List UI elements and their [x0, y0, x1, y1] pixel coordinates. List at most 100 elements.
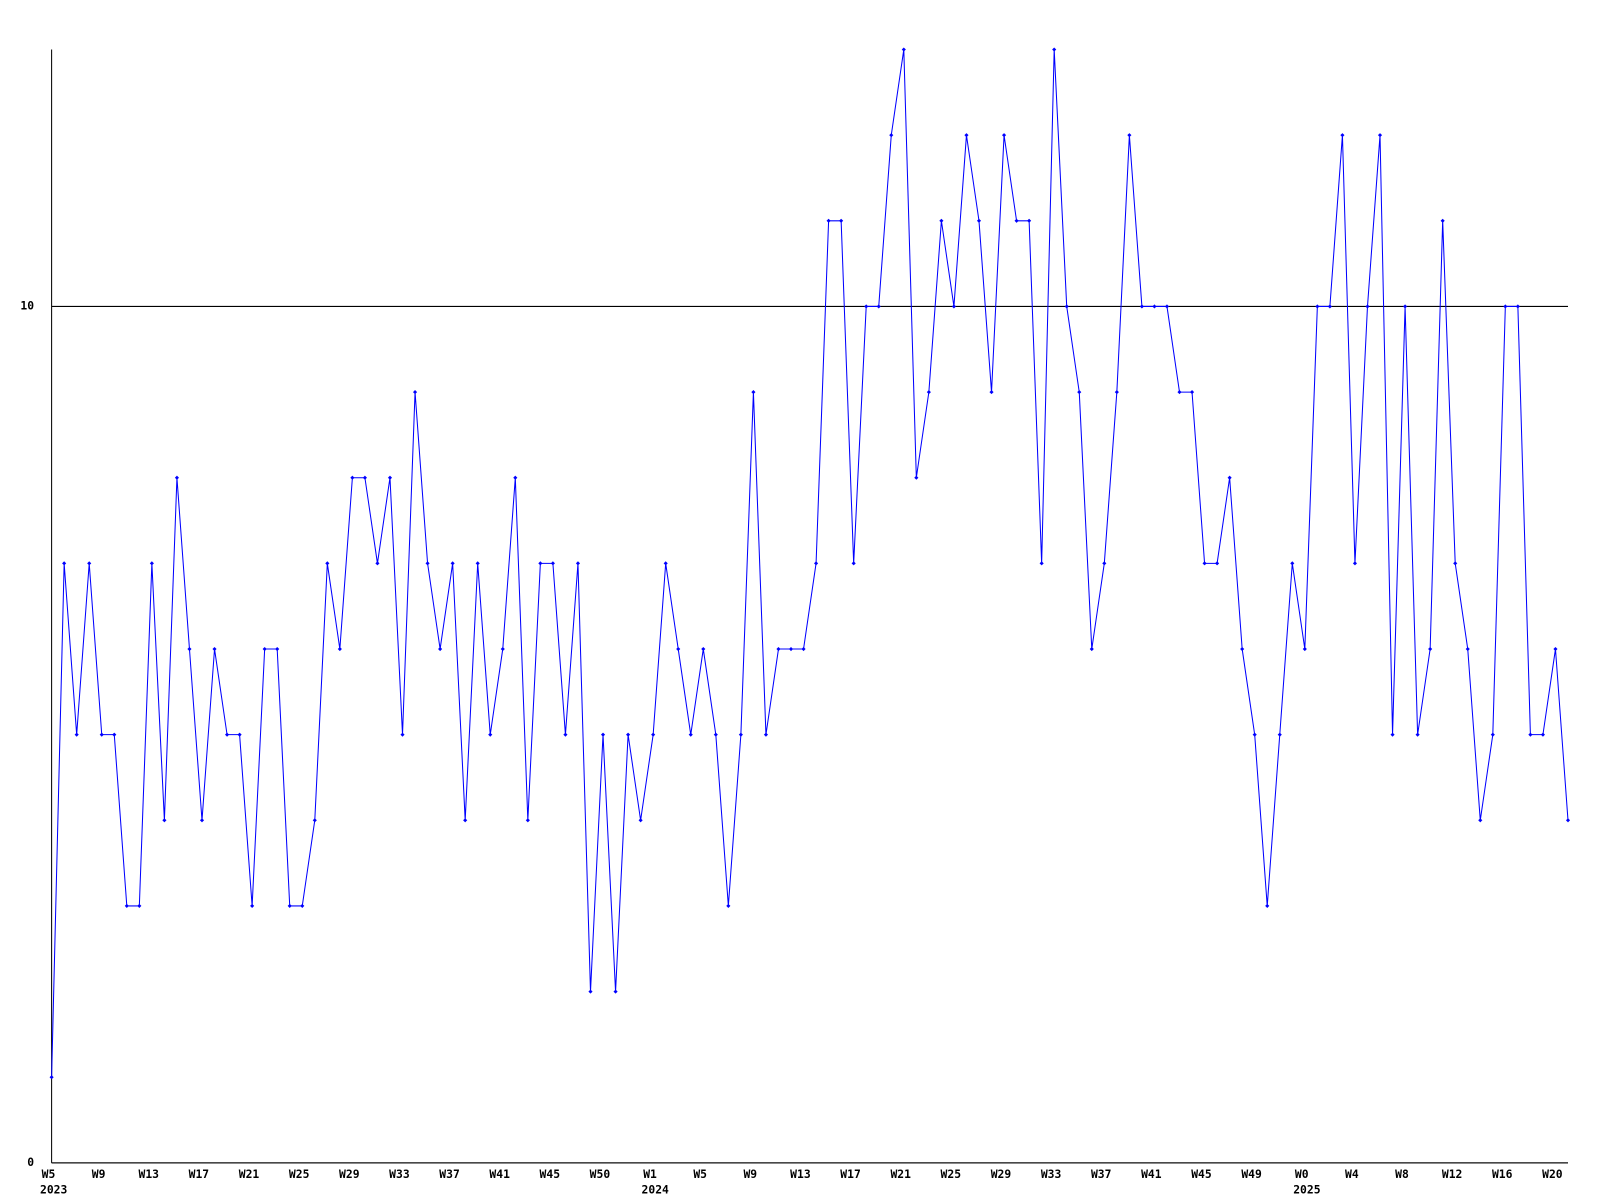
data-point — [312, 818, 317, 823]
x-tick-label: W17 — [840, 1167, 861, 1181]
x-tick-label: W4 — [1345, 1167, 1359, 1181]
data-point — [989, 390, 994, 395]
data-point — [1565, 818, 1571, 823]
x-tick-label: W1 — [643, 1167, 657, 1181]
data-point — [763, 732, 769, 737]
data-point — [187, 646, 192, 652]
data-point — [914, 475, 919, 480]
data-point — [74, 732, 79, 737]
data-point — [726, 903, 731, 908]
data-point — [1252, 732, 1257, 737]
x-tick-label: W5 — [42, 1167, 56, 1181]
x-tick-label: W21 — [239, 1167, 260, 1181]
x-tick-label: W0 — [1295, 1167, 1309, 1181]
data-point — [463, 818, 468, 823]
data-point — [513, 475, 518, 480]
data-point — [1503, 304, 1508, 309]
data-point — [600, 732, 606, 737]
data-point — [1014, 218, 1019, 223]
data-point — [162, 818, 167, 823]
data-point — [638, 818, 643, 823]
data-point — [1114, 390, 1119, 395]
data-point — [99, 732, 104, 737]
x-tick-label: W13 — [139, 1167, 160, 1181]
data-point — [525, 818, 530, 823]
data-point — [826, 218, 831, 223]
x-tick-label: W9 — [92, 1167, 106, 1181]
data-point — [1403, 304, 1408, 309]
data-point — [500, 646, 505, 652]
data-point — [1027, 218, 1032, 223]
data-point — [1528, 732, 1533, 737]
x-tick-label: W50 — [590, 1167, 611, 1181]
data-point — [1415, 732, 1420, 737]
data-point — [676, 646, 681, 652]
data-point — [1189, 390, 1195, 395]
x-tick-label: W20 — [1542, 1167, 1563, 1181]
data-point — [1490, 732, 1495, 737]
data-point — [550, 561, 555, 566]
data-point — [864, 304, 869, 309]
x-tick-label: W45 — [540, 1167, 561, 1181]
x-tick-label: W13 — [790, 1167, 811, 1181]
data-point — [538, 561, 543, 566]
data-point — [375, 561, 380, 566]
data-point — [1327, 304, 1332, 309]
data-point — [926, 390, 931, 395]
data-point — [1340, 133, 1345, 138]
data-point — [713, 732, 718, 737]
x-tick-label: W25 — [941, 1167, 962, 1181]
data-point — [1127, 133, 1132, 138]
data-point — [275, 646, 280, 652]
data-point — [1315, 304, 1320, 309]
data-point — [951, 304, 956, 309]
data-point — [62, 561, 67, 566]
data-point — [751, 390, 756, 395]
y-tick-label: 10 — [20, 298, 34, 312]
data-point — [112, 732, 117, 737]
data-point — [851, 561, 856, 566]
data-point — [137, 903, 142, 908]
x-tick-label: W21 — [890, 1167, 911, 1181]
data-point — [651, 732, 656, 737]
x-tick-label: W33 — [389, 1167, 410, 1181]
data-line — [51, 49, 1569, 1078]
x-tick-label: W12 — [1442, 1167, 1463, 1181]
data-point — [1377, 133, 1383, 138]
data-point — [400, 732, 405, 737]
data-point — [1428, 646, 1433, 652]
x-tick-label: W41 — [489, 1167, 510, 1181]
data-point — [1039, 561, 1044, 566]
data-point — [1290, 561, 1295, 566]
x-tick-label: W49 — [1241, 1167, 1262, 1181]
data-point — [350, 475, 355, 480]
x-tick-label: W16 — [1492, 1167, 1513, 1181]
data-point — [1540, 732, 1546, 737]
data-point — [1478, 818, 1483, 823]
data-point — [1440, 218, 1445, 223]
data-point — [701, 646, 706, 652]
data-point — [1064, 304, 1069, 309]
data-point — [1227, 475, 1232, 480]
x-year-label: 2025 — [1293, 1183, 1320, 1197]
data-point — [575, 561, 581, 566]
data-point — [475, 561, 480, 566]
data-point — [1302, 646, 1307, 652]
x-tick-label: W33 — [1041, 1167, 1062, 1181]
data-point — [613, 989, 618, 994]
data-point — [839, 218, 844, 223]
data-point — [412, 390, 418, 395]
data-point — [337, 646, 342, 652]
data-point — [362, 475, 367, 480]
data-point — [776, 646, 781, 652]
data-point — [1139, 304, 1144, 309]
data-point — [889, 133, 894, 138]
data-point — [1553, 646, 1558, 652]
x-tick-label: W17 — [189, 1167, 210, 1181]
data-point — [387, 475, 393, 480]
data-point — [1215, 561, 1220, 566]
data-point — [425, 561, 430, 566]
data-point — [488, 732, 493, 737]
